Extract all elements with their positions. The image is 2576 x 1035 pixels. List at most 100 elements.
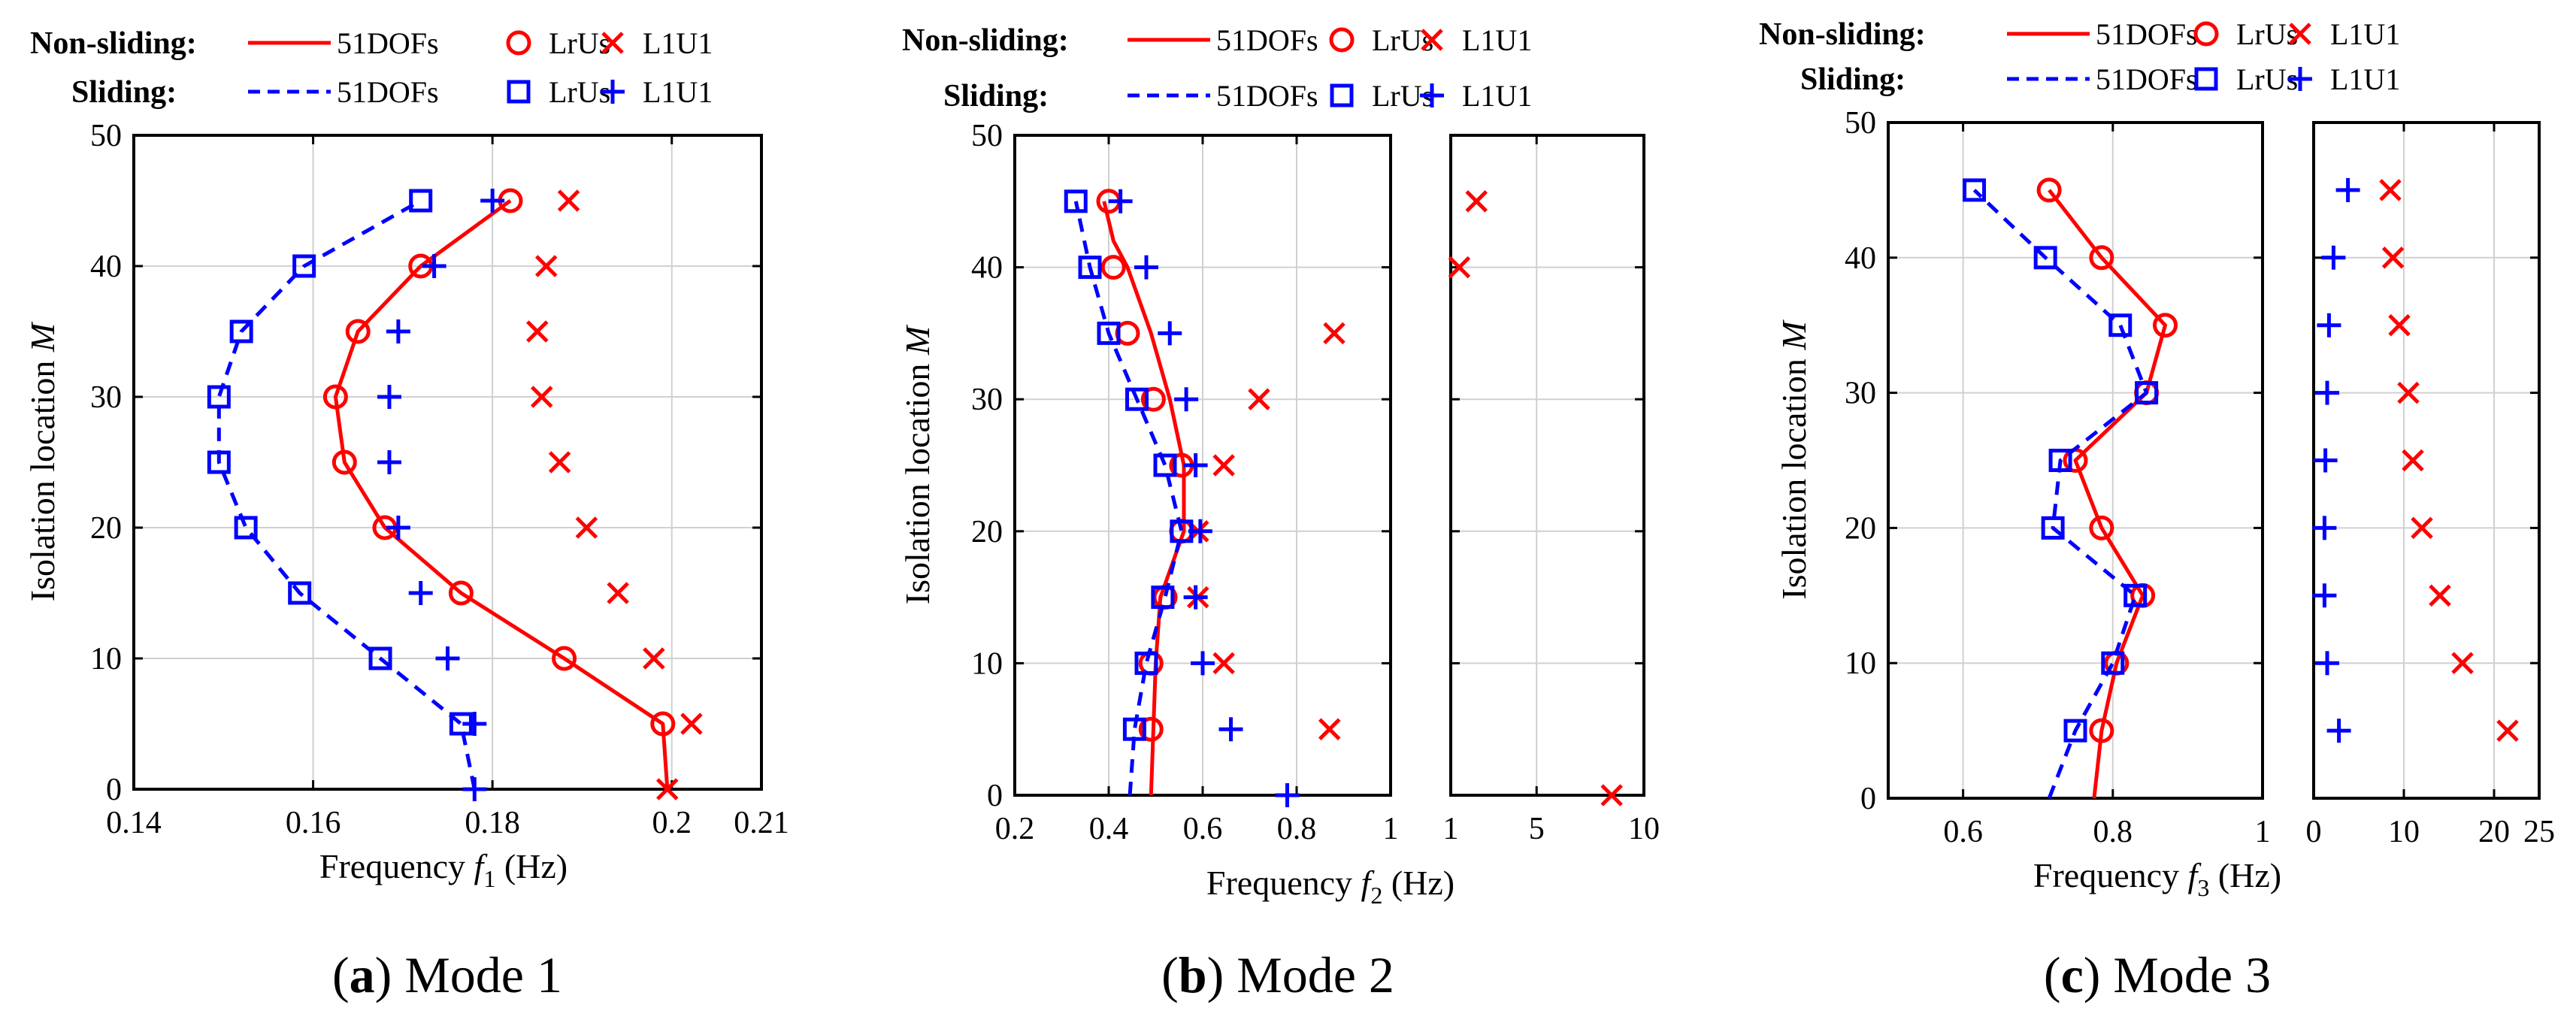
y-tick-label: 10 bbox=[1845, 646, 1876, 681]
x-tick-label: 0.8 bbox=[2093, 815, 2133, 849]
sliding-l1u1-marker bbox=[2312, 583, 2337, 608]
nonsliding-l1u1-marker bbox=[1323, 322, 1346, 345]
y-axis-label-text: Isolation location bbox=[898, 364, 937, 605]
sliding-l1u1-marker bbox=[462, 712, 487, 736]
y-tick-label: 20 bbox=[971, 515, 1003, 549]
legend-sliding-l1u1-symbol bbox=[2288, 67, 2312, 91]
nonsliding-l1u1-marker bbox=[2397, 381, 2420, 404]
sliding-l1u1-marker bbox=[435, 646, 460, 670]
legend-entry-51dofs: 51DOFs bbox=[337, 75, 439, 109]
sliding-l1u1-marker bbox=[377, 385, 401, 409]
nonsliding-l1u1-marker bbox=[680, 713, 703, 735]
nonsliding-lrus-marker bbox=[331, 449, 357, 475]
sliding-lrus-marker bbox=[2101, 651, 2125, 675]
sliding-lrus-marker bbox=[207, 385, 231, 409]
sliding-51dofs-line bbox=[1073, 201, 1184, 796]
y-tick-label: 40 bbox=[90, 250, 122, 284]
nonsliding-l1u1-marker bbox=[530, 386, 553, 408]
sliding-l1u1-marker bbox=[1218, 717, 1243, 742]
sliding-lrus-marker bbox=[1125, 387, 1149, 411]
x-axis-label-subscript: 1 bbox=[483, 865, 495, 892]
sliding-lrus-marker bbox=[1134, 651, 1158, 675]
x-axis-label-text: Frequency bbox=[1206, 864, 1361, 902]
panel-caption-text: Mode 2 bbox=[1224, 946, 1394, 1003]
sliding-lrus-marker bbox=[1151, 586, 1175, 610]
axes-frame-main bbox=[1887, 121, 2264, 800]
nonsliding-l1u1-marker bbox=[2388, 313, 2411, 337]
x-tick-label: 20 bbox=[2478, 815, 2510, 849]
y-axis-label-symbol: M bbox=[898, 324, 937, 356]
sliding-l1u1-marker bbox=[480, 189, 505, 213]
x-tick-label: 0.6 bbox=[1943, 815, 1983, 849]
panel-caption-letter: b bbox=[1179, 946, 1207, 1003]
sliding-lrus-marker bbox=[207, 450, 231, 474]
legend-entry-l1u1: L1U1 bbox=[643, 75, 713, 109]
x-axis-label-subscript: 3 bbox=[2197, 874, 2209, 901]
nonsliding-l1u1-marker bbox=[1600, 784, 1623, 807]
y-axis-label-symbol: M bbox=[1775, 319, 1813, 351]
x-tick-label: 0.14 bbox=[106, 806, 162, 840]
nonsliding-51dofs-line bbox=[2048, 189, 2167, 799]
legend-entry-lrus: LrUs bbox=[2236, 62, 2298, 96]
x-tick-label: 0.2 bbox=[995, 812, 1035, 846]
nonsliding-l1u1-marker bbox=[655, 778, 679, 800]
legend-entry-lrus: LrUs bbox=[2236, 17, 2298, 51]
y-tick-label: 20 bbox=[90, 511, 122, 546]
sliding-lrus-marker bbox=[2063, 719, 2087, 743]
sliding-l1u1-marker bbox=[2312, 516, 2337, 540]
y-tick-label: 50 bbox=[971, 119, 1003, 153]
nonsliding-l1u1-marker bbox=[534, 255, 558, 277]
legend-nonsliding-lrus-symbol bbox=[1329, 27, 1355, 53]
y-tick-label: 50 bbox=[1845, 106, 1876, 141]
y-tick-label: 10 bbox=[90, 642, 122, 676]
legend-entry-51dofs: 51DOFs bbox=[337, 26, 439, 60]
sliding-l1u1-marker bbox=[462, 777, 487, 801]
nonsliding-l1u1-marker bbox=[557, 189, 580, 212]
sliding-l1u1-marker bbox=[1183, 585, 1208, 610]
y-tick-label: 40 bbox=[971, 251, 1003, 286]
y-tick-label: 0 bbox=[1860, 782, 1876, 816]
panel-caption-letter: a bbox=[350, 946, 375, 1003]
sliding-l1u1-marker bbox=[2317, 313, 2341, 337]
legend-entry-51dofs: 51DOFs bbox=[1216, 23, 1318, 57]
x-tick-label: 10 bbox=[1628, 812, 1660, 846]
legend-entry-lrus: LrUs bbox=[549, 75, 610, 109]
sliding-lrus-marker bbox=[1153, 453, 1177, 477]
legend-sliding-label: Sliding: bbox=[71, 75, 177, 110]
x-tick-label: 0.21 bbox=[734, 806, 789, 840]
sliding-l1u1-marker bbox=[1191, 651, 1215, 676]
y-axis-label: Isolation location M bbox=[898, 324, 937, 604]
sliding-l1u1-marker bbox=[386, 516, 410, 540]
y-tick-label: 50 bbox=[90, 119, 122, 153]
legend-nonsliding-lrus-symbol bbox=[2193, 21, 2219, 47]
sliding-l1u1-marker bbox=[408, 581, 433, 605]
nonsliding-lrus-marker bbox=[2036, 177, 2062, 203]
x-axis-label-unit: (Hz) bbox=[2209, 856, 2281, 894]
y-axis-label: Isolation location M bbox=[1775, 319, 1813, 600]
sliding-lrus-marker bbox=[292, 254, 316, 278]
y-tick-label: 0 bbox=[106, 773, 122, 807]
legend-entry-l1u1: L1U1 bbox=[2330, 62, 2400, 96]
nonsliding-l1u1-marker bbox=[1212, 652, 1235, 675]
legend-entry-l1u1: L1U1 bbox=[1462, 23, 1532, 57]
y-tick-label: 10 bbox=[971, 646, 1003, 681]
axes-frame-second bbox=[2312, 121, 2541, 800]
nonsliding-51dofs-line bbox=[333, 198, 670, 790]
sliding-lrus-marker bbox=[368, 646, 392, 670]
sliding-lrus-marker bbox=[1078, 256, 1102, 280]
panel-caption: (b) Mode 2 bbox=[1161, 946, 1394, 1003]
sliding-l1u1-marker bbox=[1134, 255, 1158, 280]
sliding-lrus-marker bbox=[1064, 189, 1088, 213]
legend-sliding-lrus-symbol bbox=[507, 80, 531, 104]
y-axis-label-symbol: M bbox=[23, 321, 62, 353]
nonsliding-lrus-marker bbox=[2089, 515, 2114, 540]
nonsliding-lrus-marker bbox=[2153, 313, 2178, 338]
legend-nonsliding-l1u1-symbol bbox=[601, 32, 624, 54]
sliding-l1u1-marker bbox=[377, 450, 401, 474]
y-axis-label: Isolation location M bbox=[23, 321, 62, 601]
x-axis-label-unit: (Hz) bbox=[1382, 864, 1454, 902]
y-axis-label-text: Isolation location bbox=[1775, 359, 1813, 600]
sliding-lrus-marker bbox=[234, 516, 258, 540]
nonsliding-l1u1-marker bbox=[548, 451, 571, 474]
x-axis-label: Frequency f2 (Hz) bbox=[1206, 864, 1454, 909]
